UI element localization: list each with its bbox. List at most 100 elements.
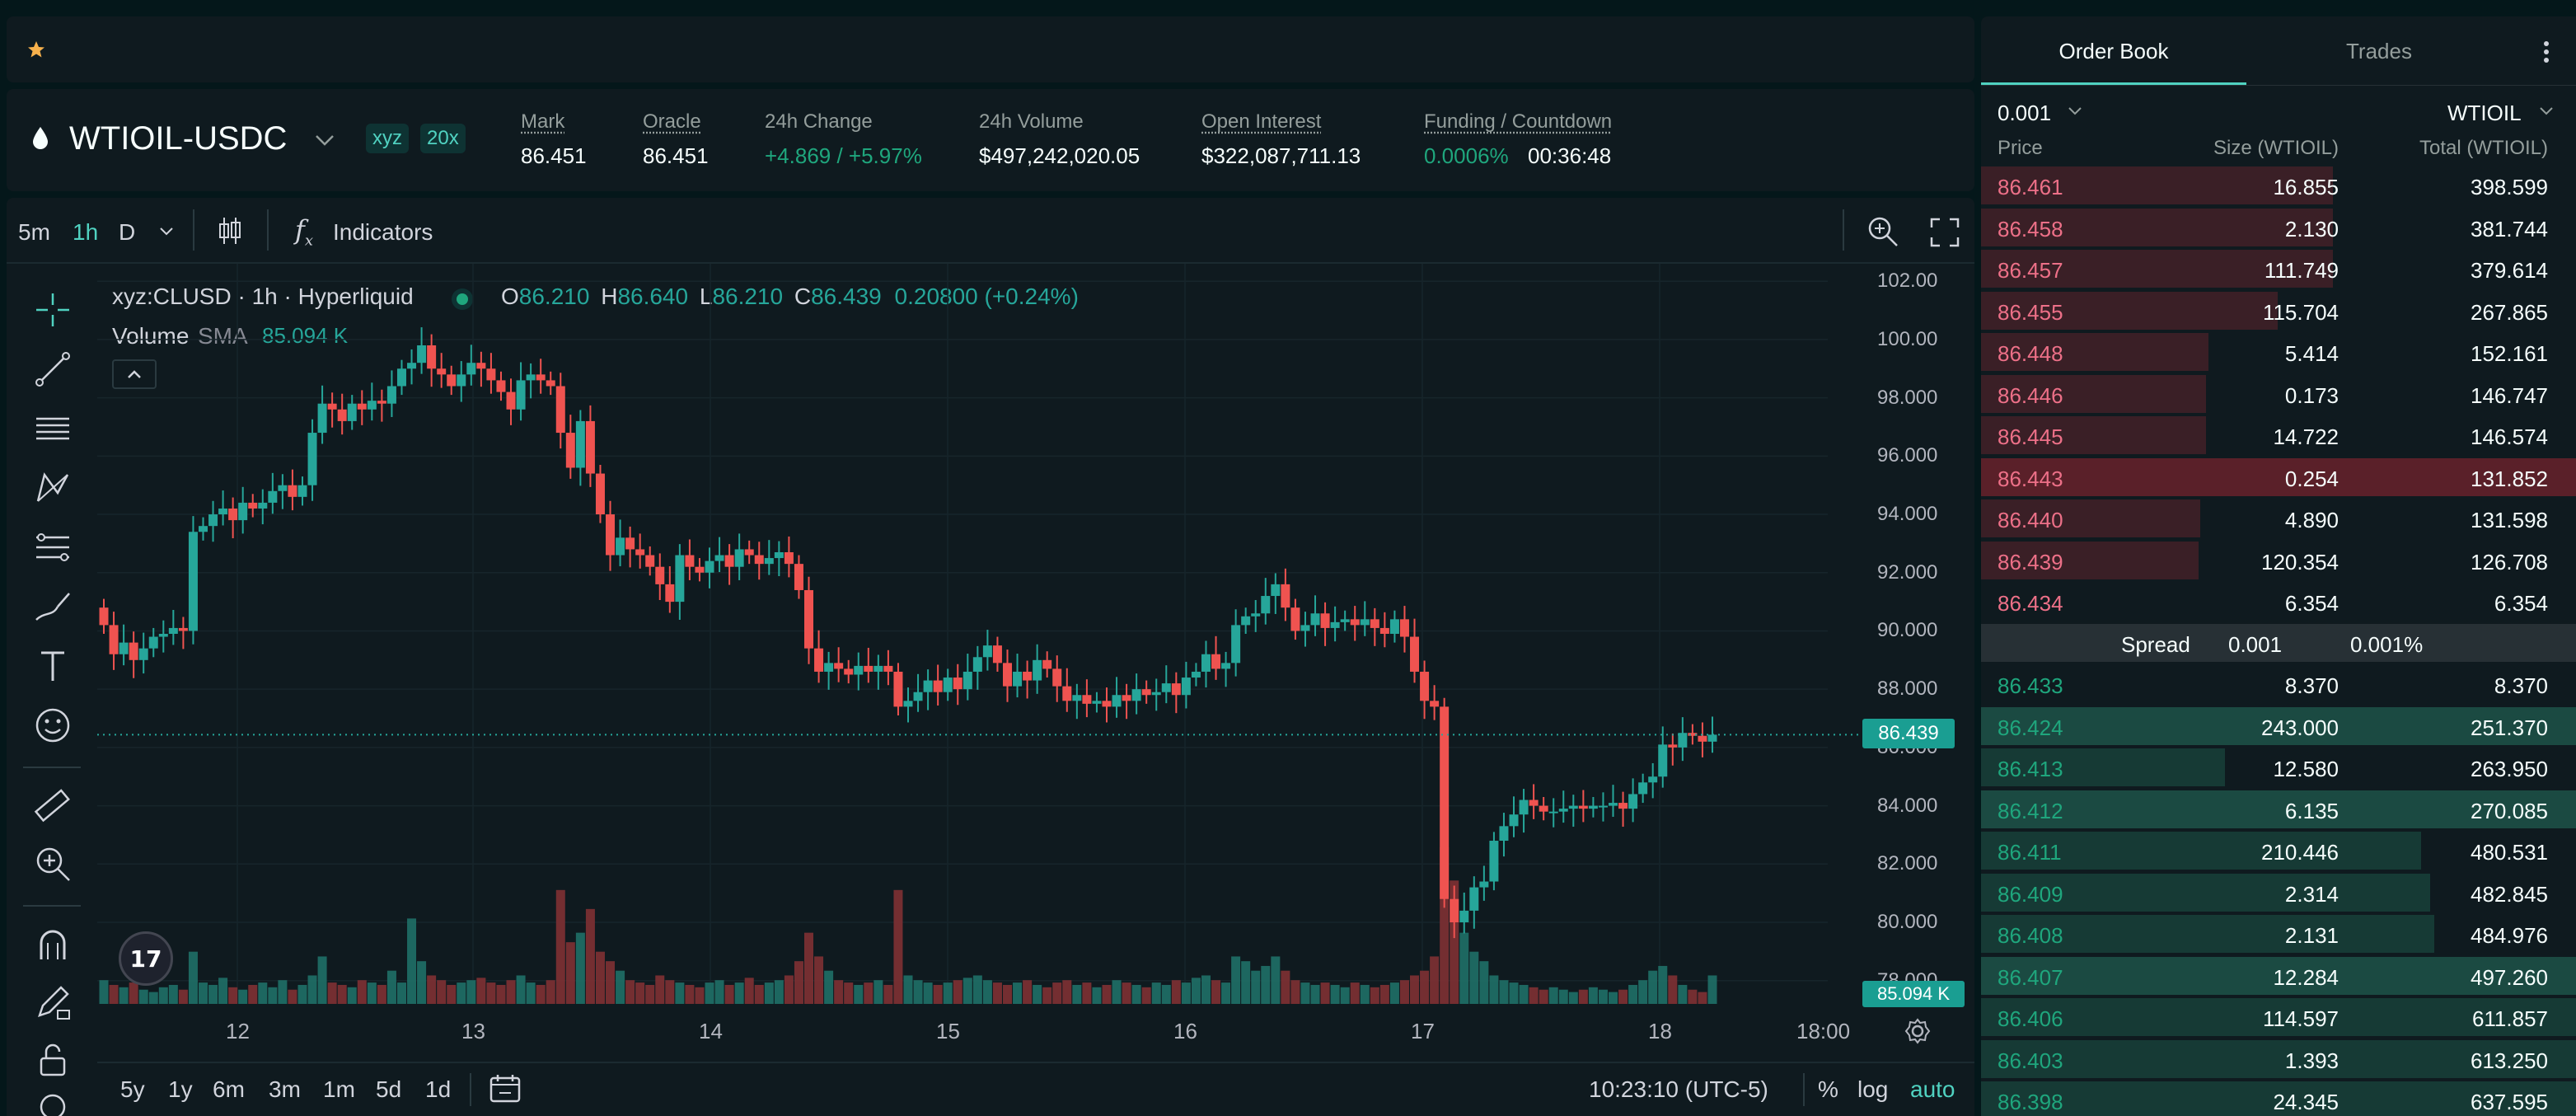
ask-row[interactable]: 86.458 2.130 381.744 — [1981, 207, 2576, 248]
bid-row[interactable]: 86.406 114.597 611.857 — [1981, 996, 2576, 1038]
text-icon[interactable] — [30, 643, 76, 689]
range-1d[interactable]: 1d — [425, 1076, 452, 1102]
range-1m[interactable]: 1m — [323, 1076, 355, 1102]
volume-label[interactable]: Volume — [112, 323, 190, 349]
ask-row[interactable]: 86.443 0.254 131.852 — [1981, 457, 2576, 498]
settings-icon[interactable] — [1904, 1017, 1932, 1045]
change-value: 0.20800 (+0.24%) — [894, 284, 1079, 309]
fib-retracement-icon[interactable] — [30, 524, 76, 570]
magnet-icon[interactable] — [30, 921, 76, 968]
time-tick: 13 — [461, 1019, 485, 1043]
chevron-down-icon[interactable] — [158, 226, 175, 237]
chart-clock[interactable]: 10:23:10 (UTC-5) — [1589, 1076, 1768, 1102]
chevron-down-icon[interactable] — [2538, 106, 2555, 117]
candle-body — [933, 680, 943, 692]
calendar-range-icon[interactable] — [488, 1071, 522, 1106]
candle-body — [1181, 678, 1191, 696]
volume-bar — [367, 982, 377, 1004]
chevron-down-icon[interactable] — [313, 132, 336, 148]
collapse-legend-button[interactable] — [112, 359, 157, 389]
auto-toggle[interactable]: auto — [1910, 1076, 1955, 1102]
bid-row[interactable]: 86.408 2.131 484.976 — [1981, 913, 2576, 954]
bid-row[interactable]: 86.403 1.393 613.250 — [1981, 1039, 2576, 1080]
spread-row: Spread 0.001 0.001% — [1981, 624, 2576, 662]
fullscreen-icon[interactable] — [1930, 218, 1960, 247]
cell-total: 613.250 — [2471, 1048, 2548, 1073]
range-1y[interactable]: 1y — [168, 1076, 193, 1102]
candle-body — [1251, 613, 1261, 617]
indicators-button[interactable]: Indicators — [333, 219, 433, 245]
edit-lock-icon[interactable] — [30, 979, 76, 1025]
horizontal-lines-icon[interactable] — [30, 406, 76, 452]
zoom-search-icon[interactable] — [1866, 214, 1900, 249]
ask-row[interactable]: 86.445 14.722 146.574 — [1981, 415, 2576, 456]
crosshair-icon[interactable] — [30, 287, 76, 333]
volume-bar — [854, 984, 864, 1004]
percent-toggle[interactable]: % — [1818, 1076, 1838, 1102]
log-toggle[interactable]: log — [1857, 1076, 1889, 1102]
ask-row[interactable]: 86.448 5.414 152.161 — [1981, 331, 2576, 373]
ask-row[interactable]: 86.457 111.749 379.614 — [1981, 248, 2576, 289]
fx-icon[interactable]: fx — [295, 214, 313, 250]
tab-trades[interactable]: Trades — [2346, 38, 2412, 63]
emoji-icon[interactable] — [30, 702, 76, 748]
ask-row[interactable]: 86.439 120.354 126.708 — [1981, 540, 2576, 581]
interval-d[interactable]: D — [119, 219, 136, 245]
cell-price: 86.406 — [1998, 1006, 2063, 1031]
lock-icon[interactable] — [30, 1037, 76, 1083]
candle-body — [417, 345, 427, 363]
chevron-down-icon[interactable] — [2067, 106, 2083, 117]
range-5y[interactable]: 5y — [120, 1076, 145, 1102]
brush-icon[interactable] — [30, 584, 76, 630]
tick-size-select[interactable]: 0.001 — [1998, 101, 2052, 125]
visibility-icon[interactable] — [30, 1088, 76, 1116]
star-icon[interactable] — [26, 40, 46, 59]
zoom-in-icon[interactable] — [30, 841, 76, 887]
leverage-badge[interactable]: 20x — [420, 124, 466, 153]
candle-body — [1688, 733, 1698, 736]
stat-label: 24h Change — [765, 110, 873, 133]
ask-row[interactable]: 86.446 0.173 146.747 — [1981, 373, 2576, 415]
bid-row[interactable]: 86.424 243.000 251.370 — [1981, 706, 2576, 747]
pattern-icon[interactable] — [30, 465, 76, 511]
cell-size: 114.597 — [2262, 1006, 2339, 1031]
candle-body — [565, 433, 575, 468]
volume-bar — [238, 989, 248, 1004]
bid-row[interactable]: 86.413 12.580 263.950 — [1981, 747, 2576, 788]
ask-row[interactable]: 86.434 6.354 6.354 — [1981, 581, 2576, 622]
ask-row[interactable]: 86.440 4.890 131.598 — [1981, 498, 2576, 539]
toolbar-divider — [1843, 209, 1844, 251]
bid-row[interactable]: 86.412 6.135 270.085 — [1981, 789, 2576, 830]
market-symbol[interactable]: WTIOIL-USDC — [69, 120, 288, 157]
candles-icon[interactable] — [216, 214, 244, 247]
interval-5m[interactable]: 5m — [18, 219, 50, 245]
ruler-icon[interactable] — [30, 783, 76, 829]
ask-row[interactable]: 86.461 16.855 398.599 — [1981, 165, 2576, 206]
range-3m[interactable]: 3m — [269, 1076, 301, 1102]
volume-bar — [268, 987, 278, 1004]
trend-line-icon[interactable] — [30, 346, 76, 392]
price-chart[interactable] — [97, 264, 1974, 1116]
bid-row[interactable]: 86.411 210.446 480.531 — [1981, 830, 2576, 871]
cell-size: 243.000 — [2261, 715, 2339, 740]
candle-body — [1171, 683, 1181, 696]
unit-select[interactable]: WTIOIL — [2447, 101, 2522, 125]
interval-1h[interactable]: 1h — [73, 219, 99, 245]
bid-row[interactable]: 86.407 12.284 497.260 — [1981, 955, 2576, 996]
cell-total: 267.865 — [2471, 299, 2548, 325]
bid-row[interactable]: 86.398 24.345 637.595 — [1981, 1080, 2576, 1116]
bid-row[interactable]: 86.409 2.314 482.845 — [1981, 872, 2576, 913]
ask-row[interactable]: 86.455 115.704 267.865 — [1981, 290, 2576, 331]
volume-bar — [476, 978, 486, 1004]
bid-row[interactable]: 86.433 8.370 8.370 — [1981, 664, 2576, 705]
cell-total: 131.852 — [2471, 466, 2548, 491]
more-icon[interactable] — [2541, 40, 2551, 64]
tab-order-book[interactable]: Order Book — [2058, 38, 2169, 63]
candle-body — [1399, 619, 1409, 637]
volume-bar — [457, 982, 466, 1004]
range-6m[interactable]: 6m — [213, 1076, 245, 1102]
tradingview-logo[interactable]: 17 — [119, 931, 173, 986]
range-5d[interactable]: 5d — [376, 1076, 402, 1102]
candle-body — [119, 642, 129, 654]
legend-symbol[interactable]: xyz:CLUSD · 1h · Hyperliquid — [112, 284, 414, 309]
